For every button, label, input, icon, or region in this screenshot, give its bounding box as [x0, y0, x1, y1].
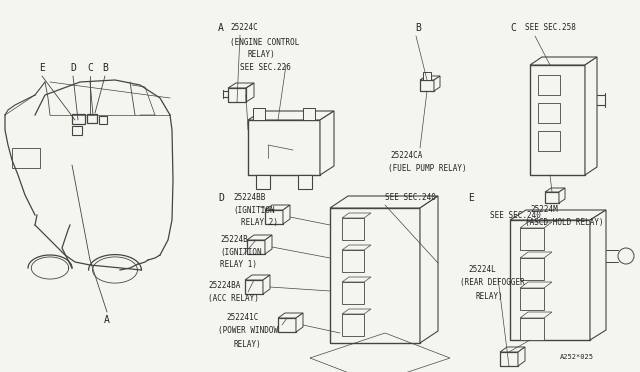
Bar — [538, 75, 560, 95]
Bar — [303, 108, 315, 120]
Bar — [423, 72, 431, 80]
Polygon shape — [520, 252, 552, 258]
Text: B: B — [415, 23, 421, 33]
Bar — [520, 258, 544, 280]
Text: B: B — [102, 63, 108, 73]
Text: 25224CA: 25224CA — [390, 151, 422, 160]
Polygon shape — [420, 76, 440, 80]
Polygon shape — [342, 277, 371, 282]
Bar — [247, 240, 265, 254]
Bar — [278, 318, 296, 332]
Polygon shape — [590, 210, 606, 340]
Text: SEE SEC.240: SEE SEC.240 — [385, 193, 436, 202]
Text: RELAY 2): RELAY 2) — [241, 218, 278, 227]
Bar — [342, 250, 364, 272]
Text: (ACC RELAY): (ACC RELAY) — [208, 294, 259, 302]
Polygon shape — [278, 313, 303, 318]
Polygon shape — [520, 312, 552, 318]
Polygon shape — [520, 282, 552, 288]
Text: C: C — [87, 63, 93, 73]
Text: E: E — [468, 193, 474, 203]
Polygon shape — [545, 188, 565, 192]
Bar — [510, 220, 590, 340]
Polygon shape — [342, 245, 371, 250]
Polygon shape — [296, 313, 303, 332]
Text: (REAR DEFOGGER: (REAR DEFOGGER — [460, 279, 525, 288]
Polygon shape — [420, 196, 438, 343]
Text: C: C — [510, 23, 516, 33]
Text: RELAY): RELAY) — [248, 51, 276, 60]
Text: RELAY 1): RELAY 1) — [220, 260, 257, 269]
Bar — [342, 282, 364, 304]
Text: 252241C: 252241C — [226, 314, 259, 323]
Polygon shape — [263, 275, 270, 294]
Text: A252*025: A252*025 — [560, 354, 594, 360]
Text: 25224L: 25224L — [468, 266, 496, 275]
Bar — [253, 108, 265, 120]
Bar — [342, 314, 364, 336]
Bar — [12, 148, 40, 168]
Text: (FUEL PUMP RELAY): (FUEL PUMP RELAY) — [388, 164, 467, 173]
Bar — [520, 228, 544, 250]
Text: A: A — [104, 315, 110, 325]
Bar — [530, 65, 585, 175]
Polygon shape — [265, 235, 272, 254]
Polygon shape — [342, 309, 371, 314]
Polygon shape — [245, 275, 270, 280]
Text: D: D — [218, 193, 224, 203]
Polygon shape — [247, 235, 272, 240]
Polygon shape — [330, 196, 438, 208]
Polygon shape — [265, 205, 290, 210]
Text: (POWER WINDOW: (POWER WINDOW — [218, 327, 278, 336]
Polygon shape — [320, 111, 334, 175]
Polygon shape — [585, 57, 597, 175]
Bar — [298, 175, 312, 189]
Polygon shape — [248, 111, 334, 120]
Bar — [420, 80, 434, 91]
Bar — [342, 218, 364, 240]
Polygon shape — [559, 188, 565, 203]
Bar — [330, 208, 420, 343]
Bar — [228, 88, 246, 102]
Text: SEE SEC.258: SEE SEC.258 — [525, 23, 576, 32]
Text: SEE SEC.226: SEE SEC.226 — [240, 64, 291, 73]
Bar — [538, 103, 560, 123]
Bar — [72, 114, 85, 124]
Bar — [87, 114, 97, 123]
Text: (IGNITION: (IGNITION — [220, 248, 262, 257]
Bar — [256, 175, 270, 189]
Bar — [520, 288, 544, 310]
Text: 25224C: 25224C — [230, 23, 258, 32]
Polygon shape — [520, 222, 552, 228]
Text: 25224BA: 25224BA — [208, 280, 241, 289]
Text: D: D — [70, 63, 76, 73]
Polygon shape — [434, 76, 440, 91]
Text: 25224M: 25224M — [530, 205, 557, 215]
Polygon shape — [510, 210, 606, 220]
Text: SEE SEC.240: SEE SEC.240 — [490, 211, 541, 219]
Text: RELAY): RELAY) — [234, 340, 262, 349]
Text: A: A — [218, 23, 224, 33]
Polygon shape — [518, 347, 525, 366]
Bar — [500, 352, 518, 366]
Polygon shape — [342, 213, 371, 218]
Bar — [265, 210, 283, 224]
Text: E: E — [39, 63, 45, 73]
Bar — [248, 120, 320, 175]
Text: (ASCD HOLD RELAY): (ASCD HOLD RELAY) — [525, 218, 604, 228]
Bar — [538, 131, 560, 151]
Polygon shape — [530, 57, 597, 65]
Text: 25224B: 25224B — [220, 235, 248, 244]
Bar — [520, 318, 544, 340]
Text: 25224BB: 25224BB — [233, 193, 266, 202]
Bar — [72, 126, 82, 135]
Text: (IGNITION: (IGNITION — [233, 205, 275, 215]
Polygon shape — [500, 347, 525, 352]
Text: (ENGINE CONTROL: (ENGINE CONTROL — [230, 38, 300, 46]
Polygon shape — [283, 205, 290, 224]
Bar — [99, 116, 107, 124]
Text: RELAY): RELAY) — [476, 292, 504, 301]
Bar — [545, 192, 559, 203]
Bar — [245, 280, 263, 294]
